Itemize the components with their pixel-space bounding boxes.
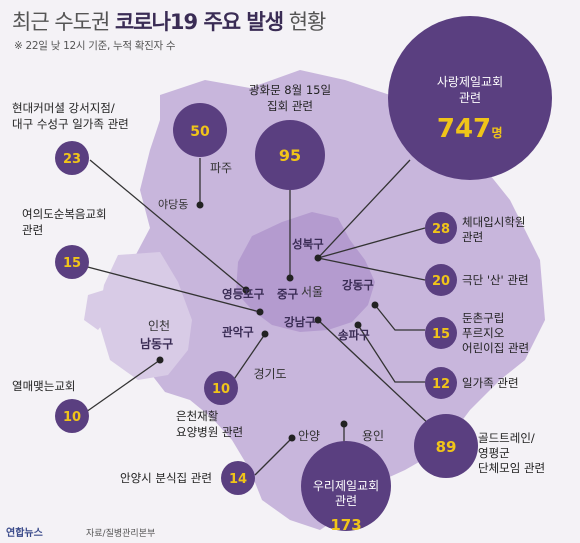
caption-dunchon-2: 푸르지오 <box>462 326 504 340</box>
label-incheon-a: 인천 <box>148 318 170 333</box>
caption-exam-1: 체대입시학원 <box>462 215 525 229</box>
count-sarang: 747 <box>437 114 491 144</box>
label-songpa: 송파구 <box>338 328 370 342</box>
location-dots <box>156 201 379 442</box>
caption-dunchon-3: 어린이집 관련 <box>462 341 529 355</box>
bubble-family <box>425 367 457 399</box>
caption-yeolmae: 열매맺는교회 <box>12 379 75 393</box>
count-dunchon: 15 <box>432 327 450 342</box>
count-yadang: 50 <box>190 124 210 140</box>
count-euncheon: 10 <box>212 382 230 397</box>
count-theater: 20 <box>432 274 450 289</box>
caption-golden-1: 골드트레인/ <box>478 431 535 445</box>
bubble-hyundai <box>55 141 89 175</box>
label-yadang: 야당동 <box>158 198 188 211</box>
bubble-sarang <box>388 16 552 180</box>
cluster-bubbles <box>55 16 552 531</box>
caption-woori-1: 우리제일교회 <box>313 479 379 493</box>
caption-yeouido-1: 여의도순복음교회 <box>22 207 107 221</box>
bubble-yeolmae <box>55 399 89 433</box>
caption-sarang-1: 사랑제일교회 <box>437 75 503 89</box>
cluster-counts: 747 명 95 50 23 15 10 10 14 173 89 28 20 … <box>63 114 503 534</box>
bubble-exam <box>425 212 457 244</box>
count-family: 12 <box>432 377 450 392</box>
seoul-region <box>236 212 375 332</box>
count-golden: 89 <box>436 438 457 456</box>
label-yeongdeungpo: 영등포구 <box>222 287 265 301</box>
caption-exam-2: 관련 <box>462 230 483 244</box>
island-region <box>84 290 110 330</box>
label-gyeonggi: 경기도 <box>253 367 286 381</box>
caption-euncheon-1: 은천재활 <box>176 409 219 423</box>
outside-captions: 광화문 8월 15일 집회 관련 현대커머셜 강서지점/ 대구 수성구 일가족 … <box>12 83 545 485</box>
bubble-woori <box>301 441 391 531</box>
count-yeolmae: 10 <box>63 410 81 425</box>
title-prefix: 최근 수도권 <box>12 10 115 34</box>
caption-sarang-2: 관련 <box>459 91 481 105</box>
bubble-theater <box>425 264 457 296</box>
yonhap-logo: 연합뉴스 <box>6 528 43 539</box>
bubble-golden <box>414 414 478 478</box>
bubble-captions: 사랑제일교회 관련 우리제일교회 관련 <box>313 75 503 508</box>
unit-sarang: 명 <box>491 126 502 140</box>
label-gwanak: 관악구 <box>222 325 254 339</box>
bubble-yadang <box>173 103 227 157</box>
caption-family: 일가족 관련 <box>462 376 519 390</box>
caption-yeouido-2: 관련 <box>22 223 43 237</box>
label-paju: 파주 <box>210 161 232 175</box>
bubble-euncheon <box>204 371 238 405</box>
count-exam: 28 <box>432 222 450 237</box>
title-suffix: 현황 <box>283 10 327 34</box>
caption-anyang: 안양시 분식집 관련 <box>120 471 212 485</box>
count-hyundai: 23 <box>63 152 81 167</box>
label-gangdong: 강동구 <box>342 278 374 292</box>
caption-woori-2: 관련 <box>335 494 357 508</box>
label-gangnam: 강남구 <box>284 315 316 329</box>
count-gwanghwamun: 95 <box>279 146 301 165</box>
caption-euncheon-2: 요양병원 관련 <box>176 425 243 439</box>
caption-gwanghwamun-2: 집회 관련 <box>267 99 313 113</box>
caption-dunchon-1: 둔촌구립 <box>462 311 504 325</box>
source-note: 자료/질병관리본부 <box>86 529 156 539</box>
label-seoul: 서울 <box>301 285 323 299</box>
bubble-gwanghwamun <box>255 120 325 190</box>
count-woori: 173 <box>330 516 361 534</box>
caption-hyundai-2: 대구 수성구 일가족 관련 <box>12 117 129 131</box>
label-yongin: 용인 <box>362 429 384 443</box>
bubble-yeouido <box>55 245 89 279</box>
label-jung: 중구 <box>277 287 299 301</box>
label-seongbuk: 성북구 <box>292 237 324 251</box>
title-strong: 코로나19 주요 발생 <box>114 10 284 34</box>
caption-theater: 극단 '산' 관련 <box>462 273 529 287</box>
bubble-anyang <box>221 461 255 495</box>
label-anyang: 안양 <box>298 429 320 443</box>
caption-golden-2: 영평군 <box>478 446 510 460</box>
caption-golden-3: 단체모임 관련 <box>478 461 545 475</box>
bubble-dunchon <box>425 317 457 349</box>
page-title: 최근 수도권 코로나19 주요 발생 현황 <box>12 6 327 36</box>
caption-gwanghwamun-1: 광화문 8월 15일 <box>249 83 331 97</box>
incheon-region <box>98 252 192 380</box>
label-incheon-b: 남동구 <box>140 336 173 351</box>
district-labels: 성북구 강동구 영등포구 중구 강남구 송파구 관악구 <box>222 237 374 342</box>
count-yeouido: 15 <box>63 256 81 271</box>
subtitle: ※ 22일 낮 12시 기준, 누적 확진자 수 <box>14 40 176 52</box>
count-anyang: 14 <box>229 472 247 487</box>
region-labels: 서울 경기도 파주 인천 남동구 안양 용인 야당동 <box>140 161 384 443</box>
caption-hyundai-1: 현대커머셜 강서지점/ <box>12 101 115 115</box>
